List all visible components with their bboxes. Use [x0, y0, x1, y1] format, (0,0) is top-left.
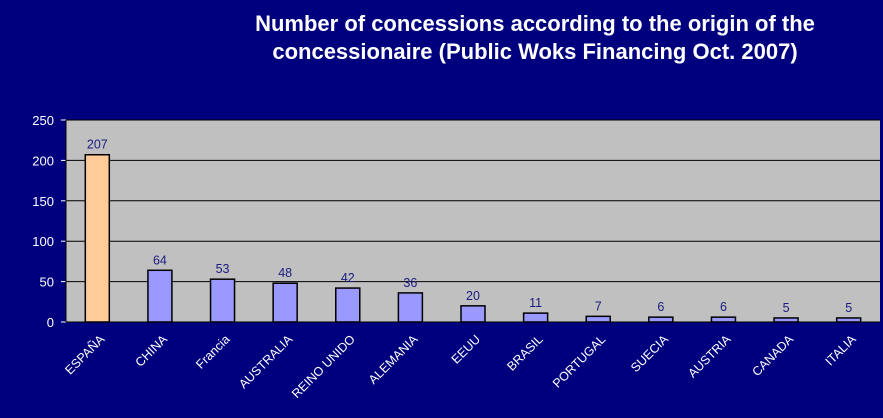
- y-tick-label: 250: [32, 113, 54, 128]
- x-category-label: BRASIL: [504, 332, 545, 373]
- gridlines: [66, 119, 880, 283]
- x-category-label: ALEMANIA: [366, 332, 421, 387]
- x-category-label: ITALIA: [823, 332, 860, 369]
- x-category-label: AUSTRALIA: [236, 332, 295, 391]
- data-label: 20: [466, 289, 480, 303]
- bar-australia: [272, 282, 298, 323]
- bar-españa: [84, 153, 111, 323]
- x-category-label: CANADA: [749, 332, 796, 379]
- bar-francia: [209, 278, 236, 323]
- bar-eeuu: [460, 305, 486, 323]
- x-category-label: PORTUGAL: [550, 332, 608, 390]
- data-label: 6: [720, 300, 727, 314]
- bar-canada: [773, 317, 799, 323]
- bar-alemania: [397, 292, 424, 323]
- y-axis-ticks: 0 50 100 150 200 250: [32, 113, 66, 330]
- data-label: 6: [657, 300, 664, 314]
- bar-suecia: [648, 316, 674, 323]
- bars: [84, 153, 862, 323]
- data-label: 5: [845, 301, 852, 315]
- y-tick-label: 200: [32, 153, 54, 168]
- x-category-label: Francia: [193, 332, 232, 371]
- data-label: 7: [595, 299, 602, 313]
- x-category-label: REINO UNIDO: [289, 332, 358, 401]
- plot-area: [66, 120, 880, 322]
- data-label: 207: [87, 138, 108, 152]
- y-tick-label: 100: [32, 234, 54, 249]
- x-category-label: ESPAÑA: [62, 332, 108, 378]
- chart-title: Number of concessions according to the o…: [200, 10, 870, 66]
- data-label: 42: [341, 271, 355, 285]
- bar-italia: [835, 317, 862, 323]
- data-label: 36: [403, 276, 417, 290]
- data-labels: 207 64 53 48 42 36 20 11 7 6 6 5 5: [87, 138, 852, 315]
- y-tick-label: 150: [32, 194, 54, 209]
- bar-austria: [710, 316, 737, 323]
- chart-title-line-2: concessionaire (Public Woks Financing Oc…: [272, 39, 798, 64]
- chart-title-line-1: Number of concessions according to the o…: [255, 11, 815, 36]
- bar-portugal: [585, 315, 611, 323]
- y-tick-label: 0: [47, 315, 54, 330]
- bar-brasil: [522, 312, 549, 323]
- x-category-label: AUSTRIA: [685, 332, 734, 381]
- data-label: 48: [278, 266, 292, 280]
- bar-china: [147, 269, 173, 323]
- data-label: 53: [216, 262, 230, 276]
- data-label: 5: [783, 301, 790, 315]
- x-category-label: CHINA: [133, 332, 171, 370]
- x-category-label: EEUU: [449, 332, 483, 366]
- data-label: 11: [529, 296, 542, 310]
- x-category-label: SUECIA: [628, 332, 671, 375]
- data-label: 64: [153, 253, 167, 267]
- bar-reino-unido: [335, 287, 361, 323]
- y-tick-label: 50: [40, 275, 54, 290]
